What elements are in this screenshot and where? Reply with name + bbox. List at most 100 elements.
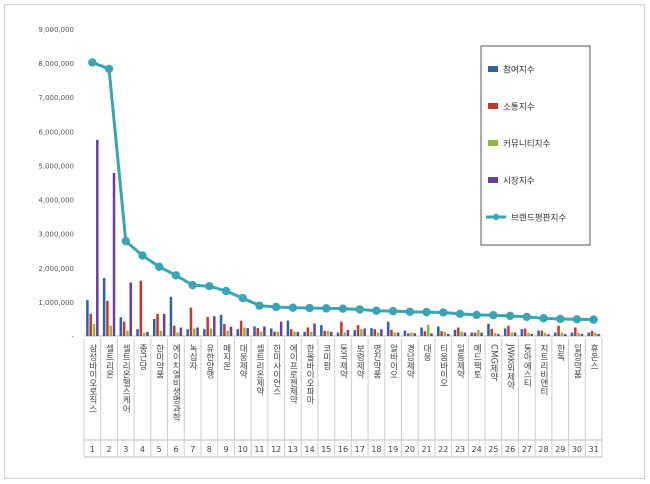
bar [453, 329, 457, 336]
bar [96, 139, 99, 336]
line-point [205, 281, 214, 291]
bar [507, 325, 510, 336]
line-point [221, 286, 231, 296]
bar [293, 331, 296, 336]
category-index-label: 19 [388, 445, 398, 454]
category-index-label: 12 [271, 445, 281, 454]
line-point [171, 271, 181, 280]
y-tick-label: 6,000,000 [38, 128, 74, 136]
category-label: 대웅제약 [238, 344, 248, 380]
legend-label: 커뮤니티지수 [503, 139, 551, 150]
bar [437, 326, 440, 336]
category-label: 알바이오 [388, 344, 398, 379]
bar [109, 325, 112, 336]
legend-swatch [488, 140, 498, 146]
bar [176, 332, 179, 336]
y-tick-label: - [71, 333, 74, 341]
bar [156, 313, 159, 336]
category-index-label: 24 [472, 445, 482, 454]
line-point [372, 306, 381, 315]
category-label: 영진약품 [371, 344, 381, 379]
category-label: 유한양행 [204, 344, 214, 379]
line-point [589, 315, 598, 324]
bar [406, 333, 410, 336]
category-label: 녹십자 [188, 344, 198, 371]
category-label: 대웅 [422, 344, 432, 362]
category-index-label: 16 [338, 445, 348, 454]
bar [503, 328, 507, 336]
bar [119, 317, 123, 336]
category-index-label: 8 [207, 445, 212, 454]
line-point [154, 262, 164, 271]
bar [279, 321, 283, 336]
line-point [422, 307, 431, 317]
line-point [472, 310, 481, 320]
category-label: 일동제약 [455, 344, 465, 380]
bar [477, 329, 480, 336]
bar [413, 333, 417, 336]
category-label: 메드팩토 [472, 344, 482, 379]
category-index-label: 5 [157, 445, 162, 454]
bar [253, 326, 256, 336]
bar [463, 332, 467, 336]
category-index-label: 23 [455, 445, 465, 454]
bar [393, 332, 397, 336]
bar [92, 324, 96, 336]
category-index-label: 9 [223, 445, 228, 454]
bar [129, 282, 132, 336]
category-label: 코미팜 [321, 344, 331, 370]
bar [159, 330, 163, 336]
bar [420, 327, 423, 336]
line-point [522, 312, 532, 322]
category-label: CMG제약 [488, 344, 498, 382]
category-label: 셀트리온제약 [254, 344, 264, 397]
category-index-label: 7 [190, 445, 195, 454]
bar [112, 172, 116, 336]
category-index-label: 10 [238, 445, 248, 454]
bar [460, 331, 463, 336]
y-tick-label: 4,000,000 [38, 197, 74, 205]
line-point [138, 251, 147, 260]
bar [229, 326, 233, 336]
bar [594, 332, 597, 336]
legend-swatch-marker [492, 213, 500, 221]
category-index-label: 11 [254, 445, 264, 454]
category-index-label: 26 [505, 445, 515, 454]
line-point [121, 236, 130, 246]
category-index-label: 18 [371, 445, 381, 454]
category-index-label: 13 [288, 445, 298, 454]
bar [89, 313, 92, 336]
legend-box [480, 45, 591, 246]
bar [323, 330, 326, 336]
line-point [572, 315, 582, 324]
line-point [439, 308, 448, 317]
bar [169, 296, 173, 336]
bar [289, 329, 293, 336]
category-index-label: 17 [355, 445, 365, 454]
y-tick-label: 5,000,000 [38, 162, 74, 170]
bar [560, 332, 564, 336]
bar [243, 327, 246, 336]
category-label: 셀트리온헬스케어 [121, 344, 131, 414]
bar [213, 316, 216, 336]
bar [380, 329, 383, 336]
bar [396, 332, 400, 336]
category-index-label: 22 [438, 445, 448, 454]
category-label: 한올바이오파마 [305, 344, 315, 406]
bar [346, 329, 350, 336]
bar [373, 329, 377, 336]
line-point [88, 58, 97, 67]
bar [246, 328, 249, 336]
bar [136, 329, 139, 336]
chart-frame: 9,000,000 8,000,000 7,000,000 6,000,000 5,00… [4, 4, 645, 479]
category-index-label: 28 [538, 445, 548, 454]
bar [513, 332, 517, 336]
bar [537, 330, 540, 336]
line-point [188, 280, 197, 290]
bar [574, 327, 577, 336]
category-label: JW중외제약 [505, 343, 515, 390]
category-label: 한미약품 [154, 344, 164, 379]
line-point [405, 307, 415, 316]
bar [173, 325, 176, 336]
line-point [288, 303, 298, 312]
